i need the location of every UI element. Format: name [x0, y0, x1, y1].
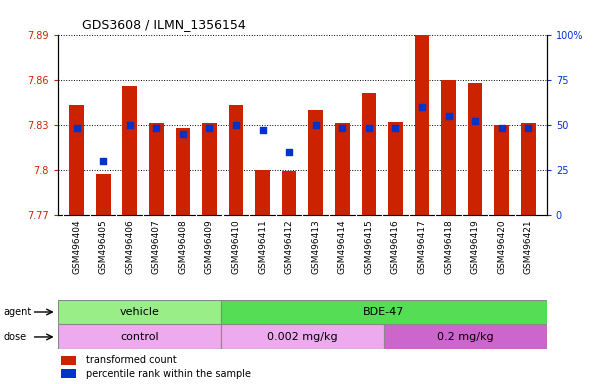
Text: percentile rank within the sample: percentile rank within the sample	[86, 369, 251, 379]
Bar	[335, 123, 349, 215]
Text: GSM496415: GSM496415	[364, 219, 373, 274]
Point	[231, 122, 241, 128]
Text: 0.002 mg/kg: 0.002 mg/kg	[267, 332, 338, 342]
Point	[337, 125, 347, 131]
Bar	[175, 128, 190, 215]
Text: GSM496420: GSM496420	[497, 219, 506, 274]
Bar	[255, 170, 270, 215]
Point	[258, 127, 268, 133]
Text: GSM496419: GSM496419	[470, 219, 480, 274]
Bar	[362, 93, 376, 215]
Bar	[122, 86, 137, 215]
Text: GSM496405: GSM496405	[99, 219, 108, 274]
Bar	[229, 105, 243, 215]
Text: GSM496408: GSM496408	[178, 219, 188, 274]
Point	[497, 125, 507, 131]
Point	[470, 118, 480, 124]
Bar	[149, 123, 164, 215]
Text: GSM496410: GSM496410	[232, 219, 241, 274]
Text: GDS3608 / ILMN_1356154: GDS3608 / ILMN_1356154	[82, 18, 246, 31]
Text: GSM496414: GSM496414	[338, 219, 347, 274]
Text: BDE-47: BDE-47	[363, 307, 404, 317]
Bar	[221, 300, 547, 324]
Text: agent: agent	[3, 307, 31, 317]
Bar	[309, 110, 323, 215]
Text: 0.2 mg/kg: 0.2 mg/kg	[437, 332, 494, 342]
Point	[71, 125, 81, 131]
Text: GSM496421: GSM496421	[524, 219, 533, 274]
Text: vehicle: vehicle	[120, 307, 159, 317]
Point	[178, 131, 188, 137]
Text: dose: dose	[3, 332, 26, 342]
Point	[284, 149, 294, 155]
Point	[152, 125, 161, 131]
Bar	[282, 171, 296, 215]
Bar	[521, 123, 536, 215]
Bar	[441, 79, 456, 215]
Text: control: control	[120, 332, 159, 342]
Bar	[58, 324, 221, 349]
Text: GSM496404: GSM496404	[72, 219, 81, 274]
Text: GSM496418: GSM496418	[444, 219, 453, 274]
Bar	[202, 123, 217, 215]
Bar	[494, 125, 509, 215]
Point	[98, 158, 108, 164]
Text: GSM496413: GSM496413	[311, 219, 320, 274]
Text: GSM496411: GSM496411	[258, 219, 267, 274]
Bar	[221, 324, 384, 349]
Text: GSM496417: GSM496417	[417, 219, 426, 274]
Point	[364, 125, 374, 131]
Point	[417, 104, 427, 110]
Bar	[61, 369, 76, 378]
Point	[524, 125, 533, 131]
Bar	[415, 35, 430, 215]
Text: GSM496409: GSM496409	[205, 219, 214, 274]
Bar	[69, 105, 84, 215]
Text: GSM496416: GSM496416	[391, 219, 400, 274]
Point	[125, 122, 134, 128]
Bar	[96, 174, 111, 215]
Bar	[388, 122, 403, 215]
Point	[311, 122, 321, 128]
Bar	[468, 83, 483, 215]
Point	[205, 125, 214, 131]
Text: transformed count: transformed count	[86, 355, 177, 365]
Text: GSM496412: GSM496412	[285, 219, 294, 274]
Text: GSM496406: GSM496406	[125, 219, 134, 274]
Text: GSM496407: GSM496407	[152, 219, 161, 274]
Bar	[61, 356, 76, 364]
Point	[444, 113, 453, 119]
Point	[390, 125, 400, 131]
Bar	[384, 324, 547, 349]
Bar	[58, 300, 221, 324]
